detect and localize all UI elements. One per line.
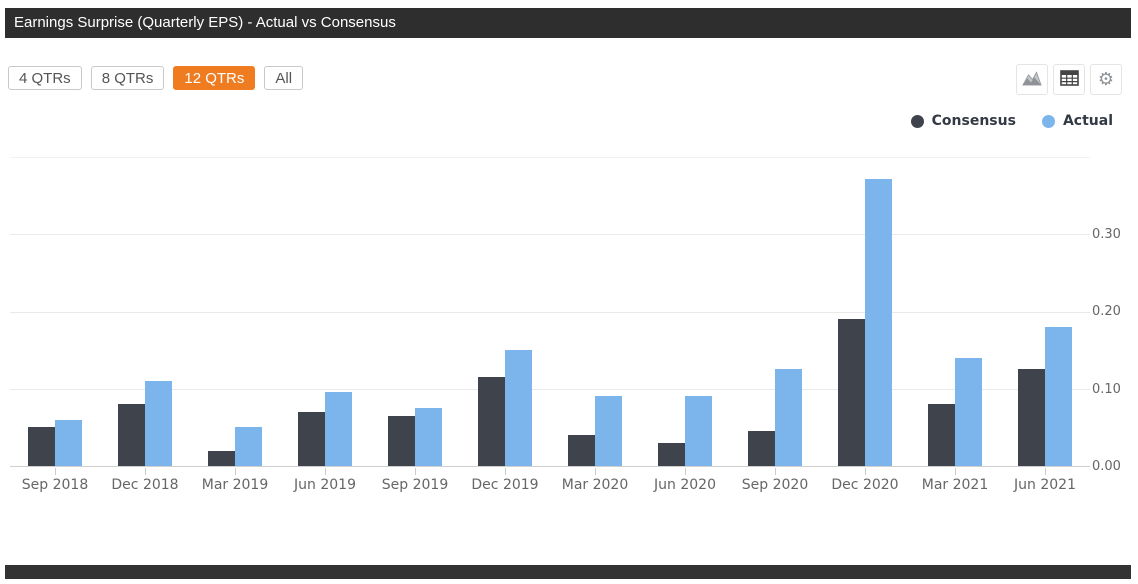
footer-bar xyxy=(5,565,1131,579)
x-axis-tick-mark xyxy=(865,468,866,475)
x-axis-tick-label: Mar 2020 xyxy=(561,477,629,493)
x-axis-tick-label: Jun 2019 xyxy=(294,477,356,493)
table-icon xyxy=(1059,70,1079,89)
bar-consensus-mar-2020[interactable] xyxy=(568,435,595,466)
range-button-4qtrs[interactable]: 4 QTRs xyxy=(8,66,82,90)
bar-consensus-jun-2020[interactable] xyxy=(658,442,685,466)
bar-actual-dec-2018[interactable] xyxy=(145,380,172,466)
bar-consensus-sep-2019[interactable] xyxy=(388,415,415,466)
chart-legend: Consensus Actual xyxy=(910,113,1113,129)
actual-marker-icon xyxy=(1041,114,1055,128)
bar-actual-dec-2020[interactable] xyxy=(865,179,892,466)
bar-actual-mar-2019[interactable] xyxy=(235,427,262,466)
gridline xyxy=(10,234,1090,235)
bar-actual-dec-2019[interactable] xyxy=(505,349,532,466)
range-button-8qtrs[interactable]: 8 QTRs xyxy=(90,66,165,90)
x-axis-tick-mark xyxy=(775,468,776,475)
bar-consensus-mar-2021[interactable] xyxy=(928,404,955,466)
x-axis-tick-mark xyxy=(55,468,56,475)
bar-actual-sep-2018[interactable] xyxy=(55,419,82,466)
bar-consensus-sep-2018[interactable] xyxy=(28,427,55,466)
bar-actual-mar-2020[interactable] xyxy=(595,396,622,466)
bar-consensus-jun-2021[interactable] xyxy=(1018,369,1045,466)
x-axis-tick-mark xyxy=(955,468,956,475)
bar-consensus-dec-2019[interactable] xyxy=(478,376,505,466)
legend-label-consensus: Consensus xyxy=(931,113,1016,129)
bar-actual-mar-2021[interactable] xyxy=(955,357,982,466)
y-axis-tick-label: 0.00 xyxy=(1092,459,1121,474)
y-axis-tick-label: 0.30 xyxy=(1092,226,1121,242)
x-axis-tick-label: Jun 2021 xyxy=(1014,477,1076,493)
x-axis-tick-label: Dec 2019 xyxy=(471,477,539,493)
x-axis-tick-mark xyxy=(415,468,416,475)
chart-title-bar: Earnings Surprise (Quarterly EPS) - Actu… xyxy=(5,8,1131,38)
x-axis-tick-mark xyxy=(595,468,596,475)
x-axis-tick-label: Sep 2018 xyxy=(21,477,89,493)
bar-consensus-dec-2020[interactable] xyxy=(838,318,865,466)
x-axis-tick-mark xyxy=(145,468,146,475)
y-axis-tick-label: 0.20 xyxy=(1092,304,1121,319)
x-axis-tick-mark xyxy=(685,468,686,475)
page-title: Earnings Surprise (Quarterly EPS) - Actu… xyxy=(14,14,396,31)
x-axis-tick-label: Dec 2020 xyxy=(831,477,899,493)
range-selector: 4 QTRs 8 QTRs 12 QTRs All xyxy=(8,66,304,90)
y-axis-labels: 0.00 0.10 0.20 0.30 xyxy=(1092,157,1138,477)
gridline xyxy=(10,311,1090,313)
plot-area xyxy=(10,156,1090,475)
range-button-all[interactable]: All xyxy=(264,66,304,90)
settings-button[interactable]: ⚙ xyxy=(1090,64,1122,95)
bar-actual-sep-2019[interactable] xyxy=(415,407,442,466)
view-toolbar: ⚙ xyxy=(1016,64,1122,95)
bar-actual-jun-2021[interactable] xyxy=(1045,326,1072,466)
bar-actual-jun-2020[interactable] xyxy=(685,396,712,466)
y-axis-tick-label: 0.10 xyxy=(1092,381,1121,397)
consensus-marker-icon xyxy=(910,114,924,128)
x-axis-tick-mark xyxy=(325,468,326,475)
x-axis-tick-mark xyxy=(505,468,506,475)
x-axis-tick-label: Mar 2021 xyxy=(921,477,989,493)
bar-actual-jun-2019[interactable] xyxy=(325,392,352,466)
bar-consensus-jun-2019[interactable] xyxy=(298,411,325,466)
bar-consensus-dec-2018[interactable] xyxy=(118,404,145,466)
legend-label-actual: Actual xyxy=(1062,113,1113,129)
x-axis-tick-label: Dec 2018 xyxy=(111,477,179,493)
x-axis-tick-mark xyxy=(1045,468,1046,475)
x-axis-tick-label: Jun 2020 xyxy=(654,477,716,493)
gear-icon: ⚙ xyxy=(1097,68,1115,90)
bar-chart: 0.00 0.10 0.20 0.30 Sep 2018 Dec 2018 Mar 201… xyxy=(0,156,1138,517)
table-view-button[interactable] xyxy=(1053,64,1085,95)
x-axis-tick-label: Sep 2019 xyxy=(381,477,449,493)
area-chart-icon xyxy=(1022,70,1042,89)
gridline xyxy=(10,156,1090,158)
bar-actual-sep-2020[interactable] xyxy=(775,369,802,466)
bar-consensus-sep-2020[interactable] xyxy=(748,431,775,466)
legend-item-actual[interactable]: Actual xyxy=(1041,113,1113,129)
gridline xyxy=(10,389,1090,390)
x-axis-labels: Sep 2018 Dec 2018 Mar 2019 Jun 2019 Sep 2019… xyxy=(0,477,1138,497)
area-chart-view-button[interactable] xyxy=(1016,64,1048,95)
range-button-12qtrs[interactable]: 12 QTRs xyxy=(173,66,256,90)
bar-consensus-mar-2019[interactable] xyxy=(208,450,235,466)
x-axis-tick-label: Mar 2019 xyxy=(201,477,269,493)
x-axis-tick-mark xyxy=(235,468,236,475)
legend-item-consensus[interactable]: Consensus xyxy=(910,113,1016,129)
x-axis-tick-label: Sep 2020 xyxy=(741,477,809,493)
